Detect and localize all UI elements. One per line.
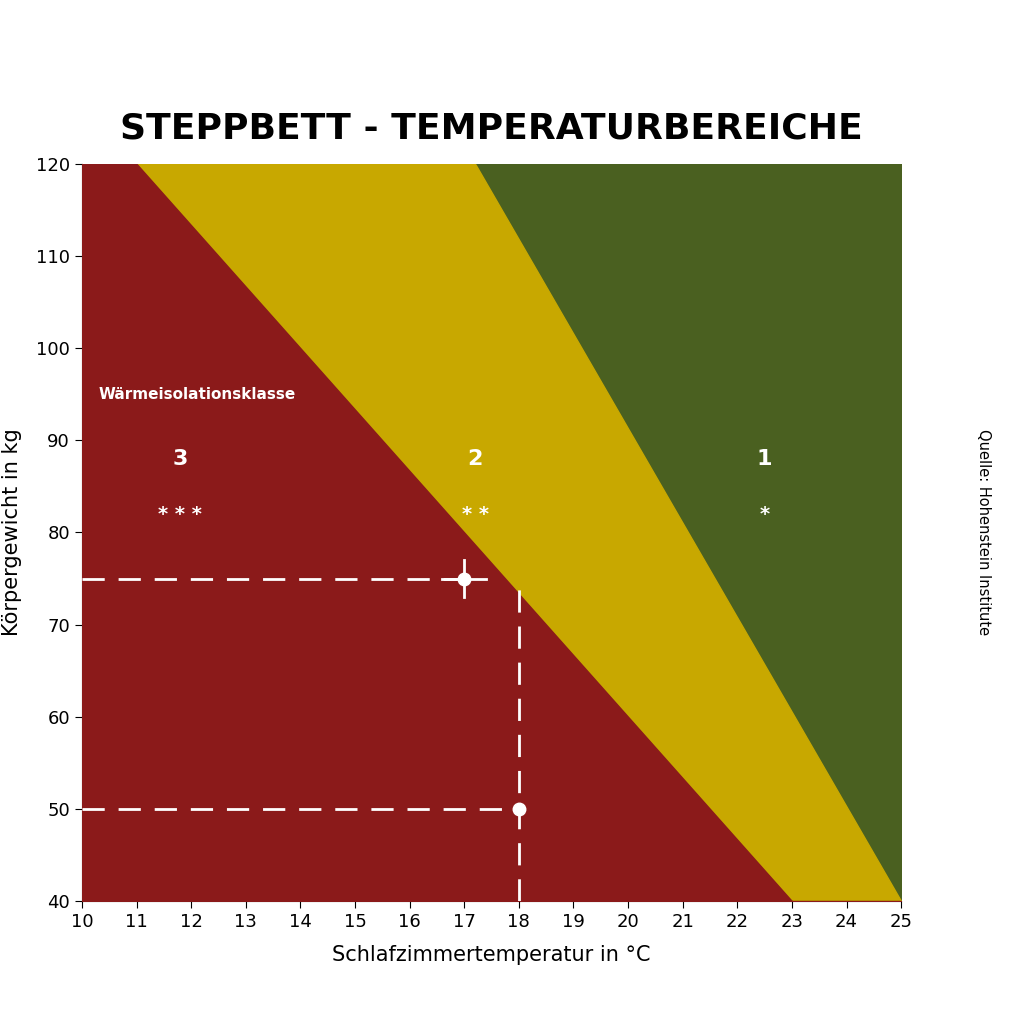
- Text: 2: 2: [467, 449, 483, 469]
- Text: Wärmeisolationsklasse: Wärmeisolationsklasse: [98, 387, 296, 401]
- Text: * * *: * * *: [159, 505, 202, 523]
- Text: *: *: [760, 505, 770, 523]
- Text: Quelle: Hohenstein Institute: Quelle: Hohenstein Institute: [976, 429, 990, 636]
- Title: STEPPBETT - TEMPERATURBEREICHE: STEPPBETT - TEMPERATURBEREICHE: [120, 112, 863, 145]
- X-axis label: Schlafzimmertemperatur in °C: Schlafzimmertemperatur in °C: [332, 945, 651, 965]
- Text: 1: 1: [757, 449, 772, 469]
- Y-axis label: Körpergewicht in kg: Körpergewicht in kg: [2, 429, 23, 636]
- Text: 3: 3: [172, 449, 188, 469]
- Text: * *: * *: [462, 505, 488, 523]
